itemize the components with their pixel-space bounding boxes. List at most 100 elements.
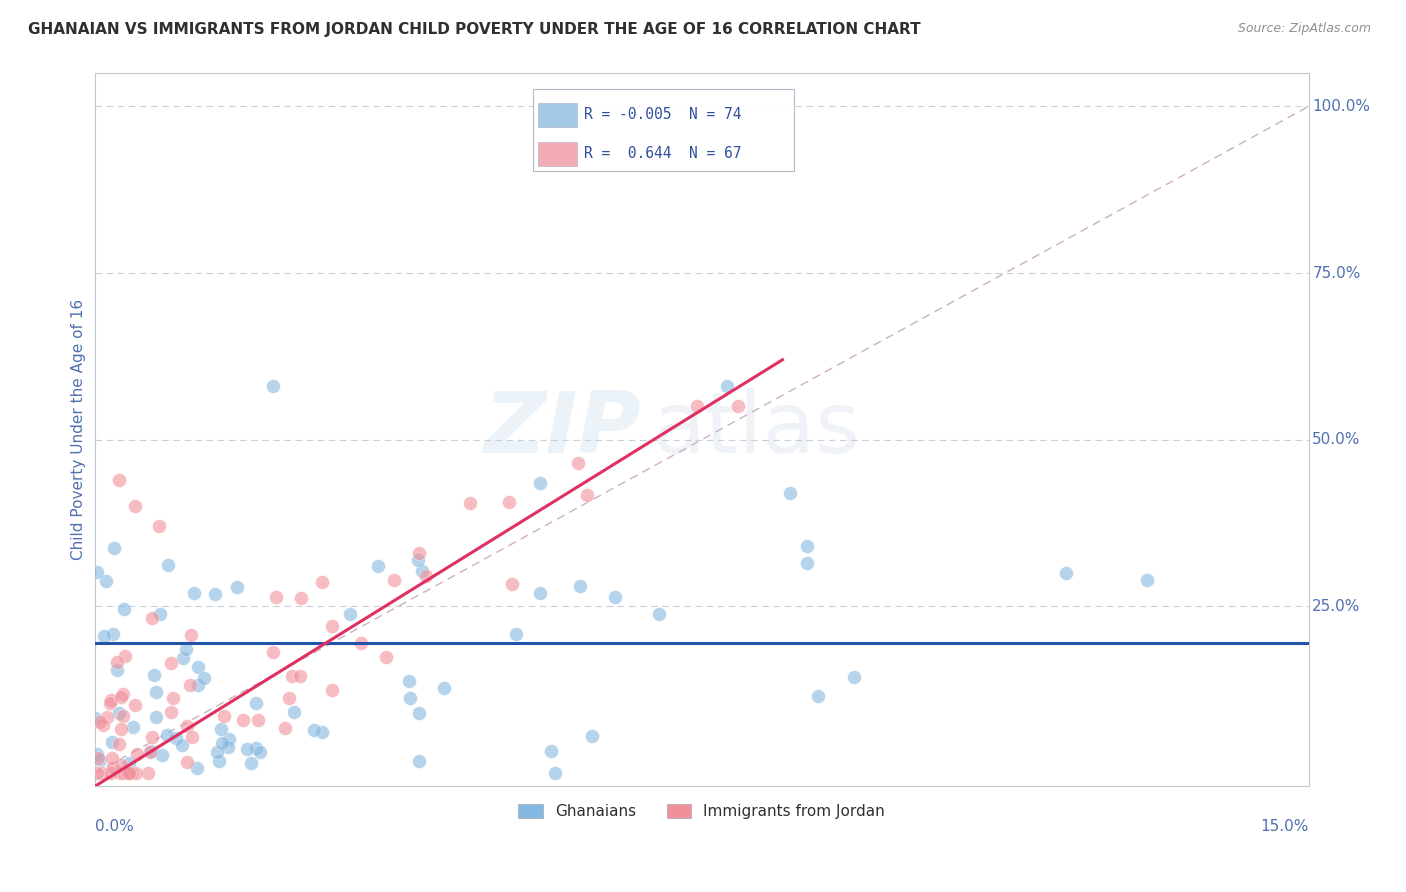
Point	[321, 619, 343, 633]
Point	[235, 741, 257, 756]
Point	[249, 745, 271, 759]
Text: ZIP: ZIP	[484, 388, 641, 471]
Point	[159, 656, 181, 670]
Text: 15.0%: 15.0%	[1260, 819, 1309, 834]
Point	[89, 753, 111, 767]
Point	[187, 660, 209, 674]
Point	[101, 734, 124, 748]
Point	[180, 730, 202, 744]
Point	[278, 690, 301, 705]
Point	[290, 591, 312, 605]
Point	[141, 730, 163, 744]
Point	[114, 648, 136, 663]
Point	[186, 678, 208, 692]
Point	[103, 541, 125, 556]
Point	[247, 714, 270, 728]
Point	[172, 650, 194, 665]
Point	[209, 722, 232, 736]
Point	[540, 744, 562, 758]
Point	[156, 728, 179, 742]
Point	[727, 400, 749, 414]
Point	[125, 766, 148, 780]
Point	[716, 379, 738, 393]
Point	[118, 756, 141, 770]
Point	[86, 766, 108, 780]
Point	[807, 690, 830, 704]
Point	[124, 698, 146, 712]
Point	[398, 673, 420, 688]
Point	[796, 540, 818, 554]
Point	[121, 720, 143, 734]
Point	[603, 591, 626, 605]
Point	[262, 644, 284, 658]
Point	[101, 760, 124, 774]
Point	[218, 732, 240, 747]
Point	[211, 736, 233, 750]
Point	[179, 678, 201, 692]
Point	[225, 580, 247, 594]
Point	[93, 629, 115, 643]
Point	[544, 766, 567, 780]
Point	[232, 713, 254, 727]
Point	[240, 756, 263, 770]
Point	[350, 636, 373, 650]
Point	[174, 642, 197, 657]
Text: atlas: atlas	[652, 388, 860, 471]
Point	[399, 691, 422, 706]
Point	[110, 757, 132, 772]
Point	[212, 708, 235, 723]
Point	[86, 565, 108, 579]
Point	[96, 710, 118, 724]
Point	[176, 755, 198, 769]
Point	[150, 747, 173, 762]
Point	[87, 750, 110, 764]
Point	[302, 723, 325, 737]
Point	[1136, 573, 1159, 587]
Point	[193, 671, 215, 685]
Point	[501, 577, 523, 591]
Point	[686, 400, 709, 414]
Point	[290, 669, 312, 683]
Point	[108, 473, 131, 487]
Point	[207, 745, 229, 759]
Point	[408, 546, 430, 560]
Point	[124, 500, 146, 514]
Point	[105, 663, 128, 677]
Point	[208, 754, 231, 768]
Point	[180, 628, 202, 642]
Point	[458, 496, 481, 510]
Point	[1054, 566, 1077, 580]
Point	[433, 681, 456, 695]
Point	[127, 747, 149, 761]
Point	[94, 574, 117, 588]
Point	[118, 766, 141, 780]
Point	[183, 586, 205, 600]
Point	[176, 719, 198, 733]
Point	[115, 766, 138, 780]
Bar	[537, 142, 576, 167]
Point	[217, 740, 239, 755]
Text: 75.0%: 75.0%	[1312, 266, 1361, 280]
Point	[86, 747, 108, 762]
Point	[648, 607, 671, 621]
Text: GHANAIAN VS IMMIGRANTS FROM JORDAN CHILD POVERTY UNDER THE AGE OF 16 CORRELATION: GHANAIAN VS IMMIGRANTS FROM JORDAN CHILD…	[28, 22, 921, 37]
Point	[101, 751, 124, 765]
Point	[120, 766, 142, 780]
Point	[105, 655, 128, 669]
Point	[111, 687, 134, 701]
Point	[110, 766, 132, 780]
Point	[100, 766, 122, 780]
Point	[505, 626, 527, 640]
Point	[262, 379, 284, 393]
Text: Source: ZipAtlas.com: Source: ZipAtlas.com	[1237, 22, 1371, 36]
Point	[796, 556, 818, 570]
Point	[138, 766, 160, 780]
Point	[283, 705, 305, 719]
Point	[108, 737, 131, 751]
Point	[112, 602, 135, 616]
Point	[575, 488, 598, 502]
Point	[165, 731, 187, 745]
Y-axis label: Child Poverty Under the Age of 16: Child Poverty Under the Age of 16	[72, 299, 86, 560]
Text: R = -0.005  N = 74: R = -0.005 N = 74	[583, 107, 741, 122]
Point	[138, 745, 160, 759]
